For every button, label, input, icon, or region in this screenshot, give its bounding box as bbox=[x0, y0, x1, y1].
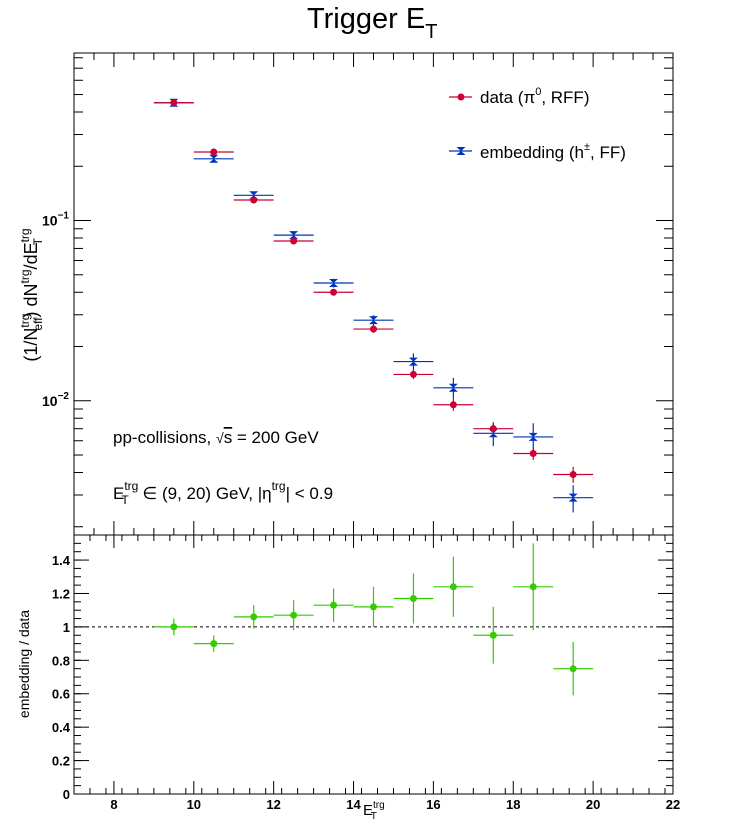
data-point-circle bbox=[210, 148, 218, 156]
embedding-point bbox=[313, 278, 354, 288]
ratio-point bbox=[393, 573, 434, 624]
bottom-panel-frame bbox=[73, 534, 674, 795]
legend-label-data: data (π0, RFF) bbox=[480, 86, 589, 107]
data-point bbox=[233, 196, 274, 204]
data-point bbox=[433, 399, 474, 411]
legend-marker-circle bbox=[457, 93, 465, 101]
bottom-x-tick-label: 18 bbox=[506, 797, 520, 812]
data-point-circle bbox=[449, 583, 457, 591]
ratio-point bbox=[153, 618, 194, 636]
top-series-marks bbox=[153, 98, 594, 513]
data-point-circle bbox=[290, 237, 298, 245]
bottom-y-tick-label: 1 bbox=[63, 620, 70, 635]
bottom-y-tick-label: 0.2 bbox=[52, 754, 70, 769]
bottom-x-tick-label: 10 bbox=[187, 797, 201, 812]
chart-title: Trigger ET bbox=[307, 3, 437, 43]
bottom-x-tick-label: 14 bbox=[346, 797, 361, 812]
annotation-trigger-range: Etrg T ∈ (9, 20) GeV, |ηtrg| < 0.9 bbox=[113, 479, 333, 507]
data-point-circle bbox=[409, 594, 417, 602]
data-point-circle bbox=[489, 425, 497, 433]
data-point bbox=[353, 325, 394, 333]
bottom-x-tick-label: 16 bbox=[426, 797, 440, 812]
data-point-star bbox=[408, 357, 418, 366]
data-point-circle bbox=[409, 370, 417, 378]
data-point-circle bbox=[370, 325, 377, 333]
data-point-star bbox=[329, 279, 339, 288]
embedding-point bbox=[393, 353, 434, 371]
ratio-point bbox=[353, 586, 394, 627]
data-point-star bbox=[568, 493, 578, 502]
data-point-circle bbox=[290, 611, 298, 619]
data-point-circle bbox=[170, 99, 178, 107]
data-point-circle bbox=[569, 470, 577, 478]
data-point bbox=[273, 237, 314, 245]
embedding-point bbox=[433, 377, 474, 400]
annotation-collision-energy: pp-collisions, √s = 200 GeV bbox=[113, 428, 319, 447]
top-y-tick-label: 10−1 bbox=[42, 211, 69, 229]
bottom-y-tick-label: 0.6 bbox=[52, 687, 70, 702]
bottom-y-tick-label: 1.4 bbox=[52, 553, 71, 568]
chart-title-subscript: T bbox=[425, 21, 437, 43]
bottom-y-tick-label: 0.8 bbox=[52, 653, 70, 668]
ratio-point bbox=[513, 543, 554, 631]
legend-entry-embedding: embedding (h±, FF) bbox=[449, 141, 626, 162]
bottom-axes: 8 10 12 14 16 18 20 22 0 0.2 0.4 0.6 0.8 1 1.2 1.4 bbox=[52, 534, 680, 812]
bottom-y-tick-label: 0 bbox=[63, 787, 70, 802]
data-point-star bbox=[369, 316, 378, 325]
data-point-star bbox=[209, 154, 219, 163]
legend-entry-data: data (π0, RFF) bbox=[449, 86, 589, 107]
data-point bbox=[553, 466, 594, 483]
data-point-circle bbox=[569, 665, 577, 673]
data-point bbox=[393, 370, 434, 380]
x-axis-label: Etrg T bbox=[363, 800, 385, 822]
ratio-point bbox=[233, 605, 274, 629]
ratio-point bbox=[553, 641, 594, 696]
bottom-y-axis-label: embedding / data bbox=[16, 610, 32, 718]
bottom-x-tick-label: 12 bbox=[266, 797, 280, 812]
data-point-circle bbox=[250, 613, 258, 621]
data-point bbox=[473, 423, 514, 435]
bottom-y-tick-label: 1.2 bbox=[52, 586, 70, 601]
bottom-x-tick-label: 8 bbox=[110, 797, 117, 812]
data-point-circle bbox=[449, 401, 457, 409]
data-point-circle bbox=[170, 623, 178, 631]
data-point-circle bbox=[210, 640, 218, 648]
data-point bbox=[153, 99, 194, 107]
bottom-x-tick-label: 20 bbox=[586, 797, 600, 812]
top-y-tick-label: 10−2 bbox=[42, 391, 69, 409]
data-point-star bbox=[289, 231, 299, 240]
embedding-point bbox=[553, 485, 594, 513]
data-point-circle bbox=[330, 601, 338, 609]
top-panel-frame bbox=[73, 52, 674, 536]
bottom-x-tick-label: 22 bbox=[666, 797, 680, 812]
embedding-point bbox=[193, 154, 234, 163]
top-y-axis-label: (1/Ntrgeff) dNtrg/dEtrgT bbox=[18, 228, 45, 361]
data-point-star bbox=[448, 383, 458, 392]
data-point-circle bbox=[529, 449, 537, 457]
ratio-point bbox=[193, 635, 234, 652]
embedding-point bbox=[353, 315, 394, 326]
legend-marker-star bbox=[456, 147, 466, 155]
legend-label-embedding: embedding (h±, FF) bbox=[480, 141, 626, 162]
ratio-point bbox=[433, 556, 474, 617]
data-point-circle bbox=[330, 288, 338, 296]
data-point-circle bbox=[370, 603, 377, 611]
ratio-point bbox=[473, 606, 514, 664]
ratio-point bbox=[273, 600, 314, 631]
top-axes: 10−1 10−2 bbox=[42, 53, 674, 535]
data-point bbox=[193, 148, 234, 156]
data-point-circle bbox=[489, 631, 497, 639]
data-point-circle bbox=[529, 583, 537, 591]
data-point bbox=[513, 447, 554, 460]
bottom-series-marks bbox=[153, 543, 594, 696]
data-point-star bbox=[528, 432, 538, 441]
data-point bbox=[313, 288, 354, 296]
ratio-point bbox=[313, 588, 354, 622]
bottom-y-tick-label: 0.4 bbox=[52, 720, 71, 735]
data-point-circle bbox=[250, 196, 258, 204]
legend: data (π0, RFF) embedding (h±, FF) bbox=[449, 86, 626, 162]
